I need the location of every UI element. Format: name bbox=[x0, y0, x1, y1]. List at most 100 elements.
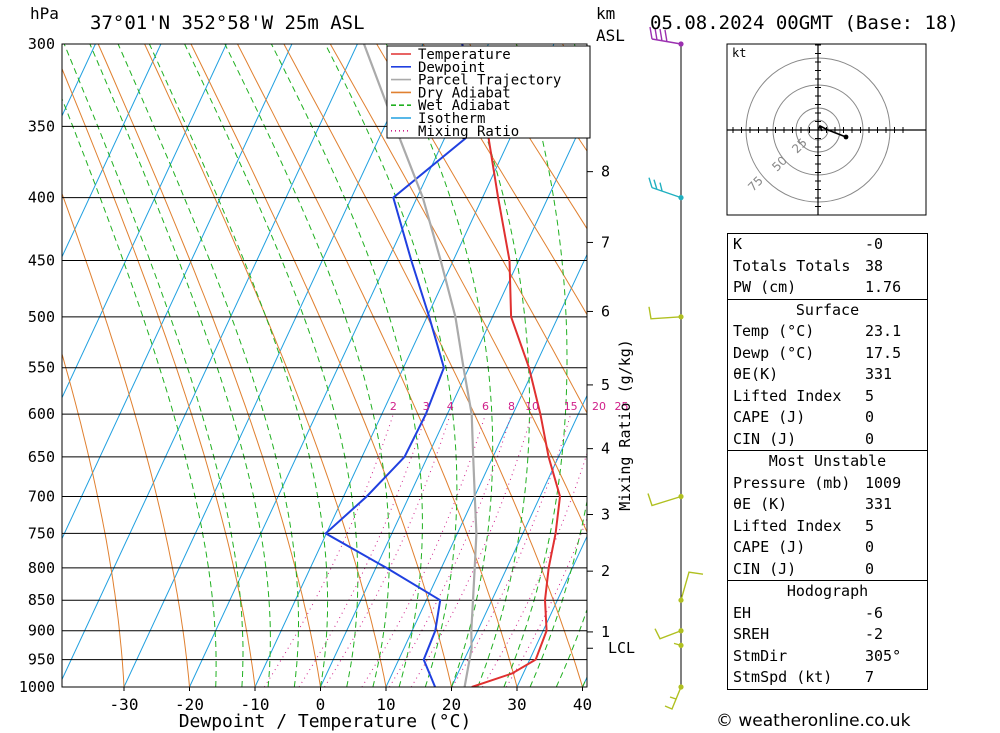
wind-barb-dot bbox=[678, 597, 684, 603]
surface-li-label: Lifted Index bbox=[733, 386, 842, 405]
km-tick-label: 8 bbox=[601, 163, 610, 181]
dry-adiabat-line bbox=[62, 67, 256, 687]
stmspd-label: StmSpd (kt) bbox=[733, 668, 833, 686]
surface-title: Surface bbox=[795, 300, 860, 319]
asl-unit-label: ASL bbox=[596, 26, 625, 45]
km-tick-label: 5 bbox=[601, 376, 610, 394]
dry-adiabat-line bbox=[469, 44, 587, 230]
surface-cape-value: 0 bbox=[865, 408, 875, 426]
pressure-tick-label: 350 bbox=[28, 117, 55, 135]
x-tick-label: 10 bbox=[376, 695, 395, 714]
totals-totals-label: Totals Totals bbox=[733, 256, 851, 275]
mu-theta-value: 331 bbox=[865, 495, 893, 513]
km-tick-label: 6 bbox=[601, 302, 610, 320]
x-tick-label: 30 bbox=[507, 695, 526, 714]
mu-pressure-value: 1009 bbox=[865, 473, 902, 492]
surface-cin-label: CIN (J) bbox=[733, 429, 797, 448]
x-tick-label: -30 bbox=[110, 695, 139, 714]
hodograph-title: Hodograph bbox=[786, 582, 869, 600]
wet-adiabat-line bbox=[184, 44, 359, 687]
pressure-tick-label: 550 bbox=[28, 359, 55, 377]
isotherm-line bbox=[189, 44, 489, 687]
legend-label: Isotherm bbox=[418, 111, 485, 127]
wind-barb-shaft bbox=[649, 26, 682, 45]
surface-theta-label: θE(K) bbox=[733, 365, 779, 383]
x-axis-label: Dewpoint / Temperature (°C) bbox=[179, 711, 472, 732]
pressure-tick-label: 1000 bbox=[19, 678, 55, 696]
pressure-tick-label: 300 bbox=[28, 35, 55, 53]
pw-label: PW (cm) bbox=[733, 278, 797, 296]
wind-barb bbox=[648, 177, 684, 201]
km-unit-label: km bbox=[596, 4, 615, 23]
pressure-tick-label: 500 bbox=[28, 308, 55, 326]
datetime-label: 05.08.2024 00GMT (Base: 18) bbox=[650, 12, 959, 34]
isotherm-line bbox=[62, 44, 358, 681]
legend-label: Dry Adiabat bbox=[418, 85, 511, 101]
mixing-ratio-label: 2 bbox=[390, 400, 397, 413]
isotherm-line bbox=[62, 44, 162, 258]
mixing-ratio-label: 6 bbox=[482, 400, 489, 413]
mu-pressure-label: Pressure (mb) bbox=[733, 473, 851, 492]
pressure-tick-label: 850 bbox=[28, 591, 55, 609]
pw-value: 1.76 bbox=[865, 278, 902, 296]
wind-barb-shaft bbox=[647, 493, 682, 507]
dry-adiabat-line bbox=[237, 44, 518, 687]
wind-barb-dot bbox=[678, 642, 684, 648]
wind-barb bbox=[664, 684, 684, 710]
legend-label: Dewpoint bbox=[418, 60, 485, 76]
wet-adiabat-line bbox=[503, 44, 568, 687]
hodograph-trace bbox=[817, 124, 847, 138]
legend-label: Temperature bbox=[418, 47, 511, 63]
isotherm-line bbox=[385, 253, 587, 687]
x-tick-label: -20 bbox=[175, 695, 204, 714]
most-unstable-title: Most Unstable bbox=[768, 452, 887, 470]
mixing-ratio-axis-label: Mixing Ratio (g/kg) bbox=[616, 339, 634, 511]
wind-barb-shaft bbox=[673, 642, 682, 647]
wet-adiabat-line bbox=[451, 44, 530, 687]
wind-barb bbox=[654, 628, 684, 640]
mu-cin-value: 0 bbox=[865, 559, 875, 578]
stmdir-label: StmDir bbox=[733, 646, 788, 665]
storm-motion-marker bbox=[843, 134, 849, 140]
totals-totals-value: 38 bbox=[865, 256, 884, 275]
wet-adiabat-line bbox=[529, 44, 587, 687]
stmspd-value: 7 bbox=[865, 668, 875, 686]
mixing-ratio-label: 20 bbox=[592, 400, 606, 413]
x-tick-label: 0 bbox=[316, 695, 326, 714]
km-tick-label: 2 bbox=[601, 562, 610, 580]
pressure-tick-label: 950 bbox=[28, 651, 55, 669]
isotherm-line bbox=[123, 44, 424, 687]
wet-adiabat-line bbox=[62, 97, 217, 687]
wet-adiabat-line bbox=[89, 44, 271, 687]
isotherm-line bbox=[0, 44, 30, 687]
wind-barb-shaft bbox=[648, 177, 682, 199]
mixing-ratio-label: 10 bbox=[525, 400, 539, 413]
surface-temp-label: Temp (°C) bbox=[733, 322, 815, 340]
km-tick-label: LCL bbox=[608, 639, 635, 657]
wind-barb bbox=[647, 493, 684, 507]
km-tick-label: 7 bbox=[601, 233, 610, 251]
km-tick-label: 3 bbox=[601, 506, 610, 524]
isotherm-line bbox=[62, 44, 227, 399]
dry-adiabat-line bbox=[934, 44, 1000, 687]
surface-temp-value: 23.1 bbox=[865, 322, 902, 340]
mixing-ratio-line bbox=[324, 414, 451, 687]
k-index-label: K bbox=[733, 235, 743, 253]
dewpoint-line bbox=[323, 44, 482, 687]
pressure-tick-label: 600 bbox=[28, 405, 55, 423]
mu-li-value: 5 bbox=[865, 516, 875, 535]
mixing-ratio-label: 8 bbox=[508, 400, 515, 413]
mu-theta-label: θE (K) bbox=[733, 495, 788, 513]
temperature-line bbox=[461, 44, 562, 687]
x-tick-label: -10 bbox=[241, 695, 270, 714]
isotherm-line bbox=[451, 394, 587, 687]
surface-cape-label: CAPE (J) bbox=[733, 408, 806, 426]
sreh-label: SREH bbox=[733, 625, 770, 643]
pressure-tick-label: 800 bbox=[28, 559, 55, 577]
location-label: 37°01'N 352°58'W 25m ASL bbox=[90, 12, 365, 34]
wet-adiabat-line bbox=[224, 44, 390, 687]
sreh-value: -2 bbox=[865, 625, 884, 643]
pressure-tick-label: 900 bbox=[28, 622, 55, 640]
